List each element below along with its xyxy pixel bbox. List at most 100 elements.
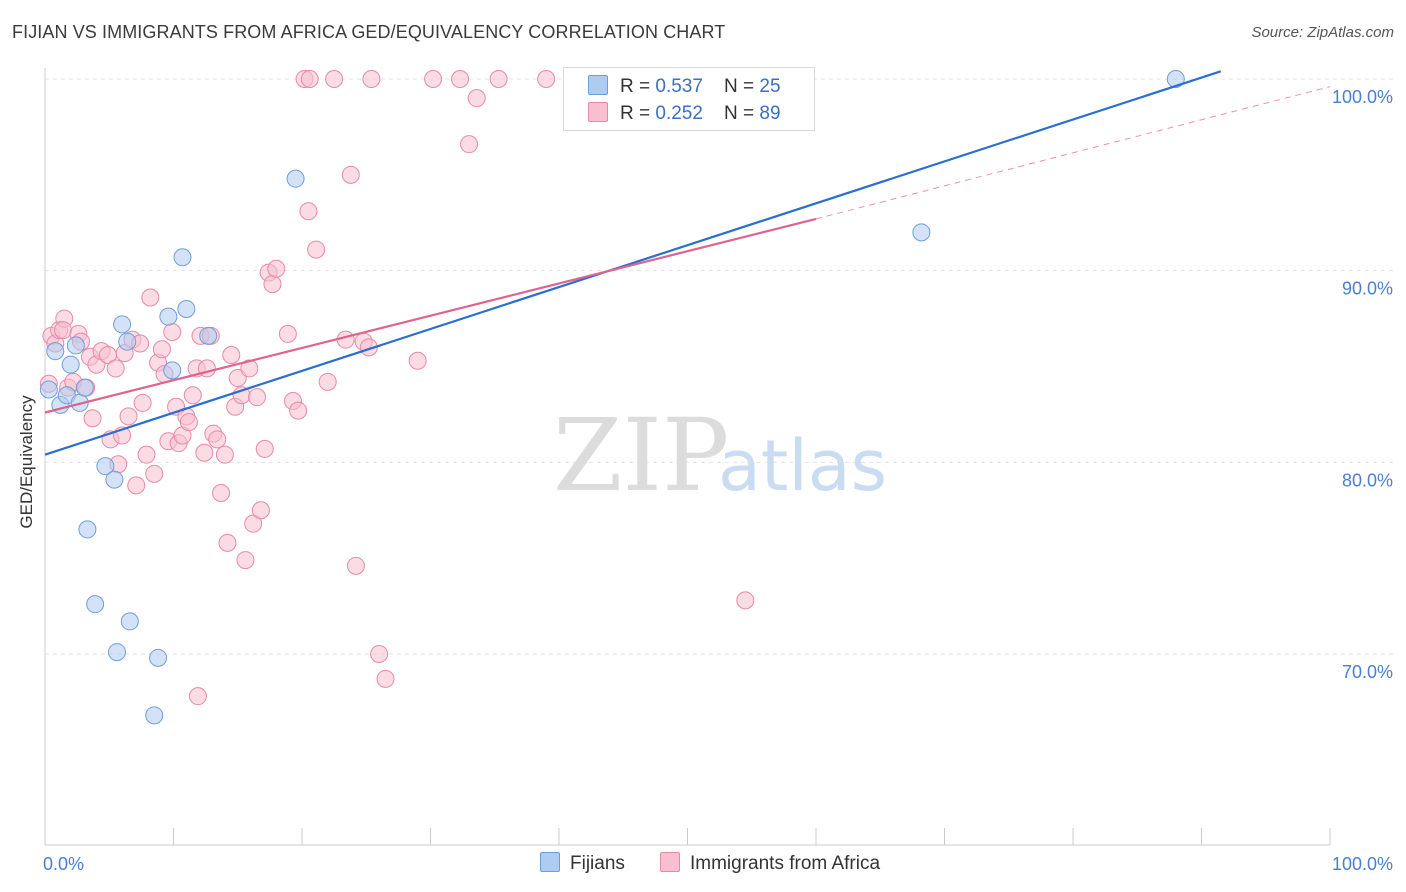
fijian-point (118, 332, 137, 351)
africa-point (106, 359, 125, 378)
africa-point (208, 430, 227, 449)
africa-point (341, 165, 360, 184)
africa-point (278, 324, 297, 343)
legend-n-value: 89 (759, 103, 781, 124)
fijian-point (113, 315, 132, 334)
africa-point (370, 645, 389, 663)
stats-legend: R = 0.537 N = 25 R = 0.252 N = 89 (563, 67, 815, 131)
africa-point (300, 70, 319, 88)
y-tick-label: 80.0% (1342, 470, 1393, 490)
fijian-point (105, 470, 124, 489)
fijian-point (66, 336, 85, 355)
fijian-point (145, 706, 164, 725)
x-tick-label: 100.0% (1332, 854, 1393, 874)
x-tick-label: 0.0% (43, 854, 84, 874)
axes (44, 68, 1331, 846)
bottom-legend-label-africa: Immigrants from Africa (690, 853, 881, 874)
fijian-point (46, 342, 65, 361)
africa-point (346, 556, 365, 575)
fijian-point (199, 326, 218, 345)
africa-point (222, 346, 241, 364)
africa-point (299, 202, 318, 221)
africa-point (307, 240, 326, 259)
africa-point (179, 413, 198, 432)
africa-point (240, 359, 259, 378)
africa-point (263, 275, 282, 294)
africa-point (183, 386, 202, 405)
fijian-point (78, 520, 97, 539)
legend-r-label: R = (620, 76, 656, 97)
legend-r-value: 0.252 (655, 103, 703, 124)
watermark-atlas: atlas (718, 425, 887, 507)
legend-row-fijians: R = 0.537 N = 25 (588, 75, 781, 99)
africa-point (119, 407, 138, 426)
africa-point (53, 321, 72, 340)
fijian-point (120, 612, 139, 631)
fijian-point (149, 648, 168, 667)
fijian-point (39, 380, 58, 399)
africa-trend-line (44, 217, 817, 414)
y-tick-label: 70.0% (1342, 662, 1393, 682)
bottom-legend-label-fijians: Fijians (570, 853, 625, 874)
fijian-point (163, 361, 182, 380)
africa-point (289, 401, 308, 420)
legend-r-value: 0.537 (655, 76, 703, 97)
africa-point (244, 514, 263, 533)
bottom-legend-swatch-fijians (540, 852, 560, 872)
legend-r-label: R = (620, 103, 656, 124)
fijian-trend-line (44, 70, 1222, 456)
africa-point (127, 476, 146, 495)
fijian-point (177, 300, 196, 318)
watermark-zip: ZIP (553, 397, 729, 514)
fijian-point (75, 378, 94, 397)
africa-point (736, 591, 755, 610)
africa-point (460, 135, 479, 154)
africa-point (489, 70, 508, 88)
africa-point (537, 70, 556, 88)
bottom-legend-fijians[interactable]: Fijians (540, 852, 625, 875)
africa-trend-extension (815, 86, 1331, 220)
africa-point (251, 501, 270, 520)
chart-title: FIJIAN VS IMMIGRANTS FROM AFRICA GED/EQU… (12, 22, 726, 42)
trend-lines (44, 70, 1331, 456)
africa-point (83, 409, 102, 428)
fijian-point (86, 595, 105, 614)
legend-swatch-fijians (588, 75, 608, 95)
africa-point (362, 70, 381, 88)
africa-point (163, 323, 182, 341)
fijian-point (912, 223, 931, 242)
africa-point (424, 70, 443, 88)
fijian-point (1166, 70, 1185, 88)
y-axis-label: GED/Equivalency (17, 395, 36, 529)
legend-n-label: N = (724, 76, 760, 97)
x-axis-ticks: 0.0% 100.0% (43, 854, 1393, 874)
fijian-point (107, 643, 126, 662)
legend-swatch-africa (588, 102, 608, 122)
africa-point (141, 288, 160, 307)
africa-point (145, 464, 164, 483)
africa-point (336, 330, 355, 349)
bottom-legend-africa[interactable]: Immigrants from Africa (660, 852, 880, 875)
africa-point (218, 533, 237, 552)
africa-point (267, 259, 286, 278)
africa-point (195, 443, 214, 462)
africa-point (325, 70, 344, 88)
africa-point (188, 687, 207, 706)
y-tick-label: 90.0% (1342, 279, 1393, 299)
fijian-point (159, 307, 178, 326)
africa-point (236, 551, 255, 570)
africa-point (212, 484, 231, 502)
africa-point (467, 89, 486, 108)
fijian-point (173, 248, 192, 267)
bottom-legend-swatch-africa (660, 852, 680, 872)
fijian-point (61, 355, 80, 374)
africa-point (318, 372, 337, 391)
africa-point (376, 669, 395, 688)
legend-n-label: N = (724, 103, 760, 124)
africa-point (408, 351, 427, 370)
legend-n-value: 25 (759, 76, 781, 97)
y-axis-ticks: 70.0% 80.0% 90.0% 100.0% (1332, 87, 1393, 682)
africa-point (451, 70, 470, 88)
legend-row-africa: R = 0.252 N = 89 (588, 102, 781, 126)
